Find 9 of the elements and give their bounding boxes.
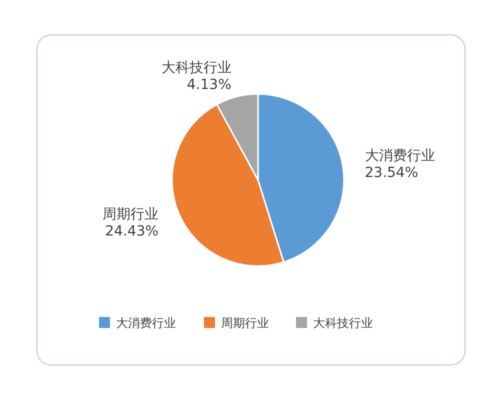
legend-label: 大科技行业 — [313, 316, 373, 330]
slice-label: 大科技行业 — [161, 60, 232, 76]
data-label: 4.13% — [186, 76, 232, 93]
legend-label: 大消费行业 — [116, 316, 176, 330]
data-label: 23.54% — [364, 165, 418, 182]
legend-label: 周期行业 — [221, 316, 269, 330]
data-label: 24.43% — [105, 224, 159, 240]
slice-label: 大消费行业 — [364, 148, 435, 164]
slice-label: 周期行业 — [102, 206, 159, 223]
